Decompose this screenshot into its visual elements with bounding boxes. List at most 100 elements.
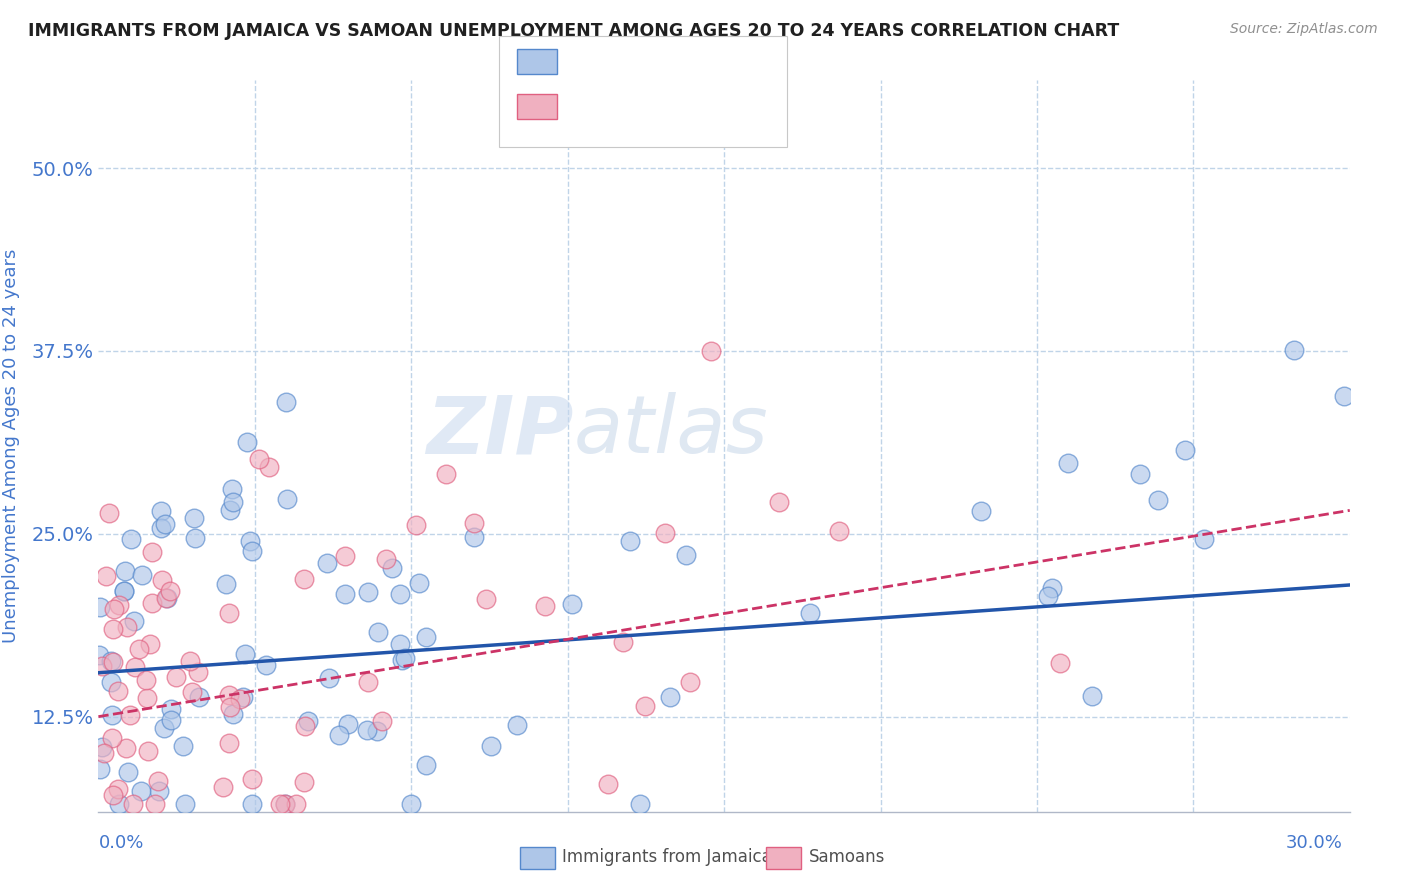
Text: 0.0%: 0.0%	[98, 834, 143, 852]
Text: 66: 66	[697, 97, 723, 115]
Point	[108, 598, 131, 612]
Text: atlas: atlas	[574, 392, 769, 470]
Point	[297, 714, 319, 728]
Point	[172, 739, 194, 753]
Point	[389, 637, 412, 651]
Point	[160, 702, 183, 716]
Point	[221, 494, 243, 508]
Point	[1040, 582, 1063, 596]
Point	[240, 772, 263, 786]
Point	[675, 549, 697, 563]
Point	[678, 675, 700, 690]
Point	[328, 728, 350, 742]
Point	[436, 467, 458, 481]
Point	[389, 587, 412, 601]
Point	[408, 576, 430, 591]
Text: 0.440: 0.440	[602, 97, 658, 115]
Point	[505, 718, 527, 732]
Point	[150, 573, 173, 587]
Y-axis label: Unemployment Among Ages 20 to 24 years: Unemployment Among Ages 20 to 24 years	[3, 249, 20, 643]
Point	[112, 583, 135, 598]
Point	[91, 740, 114, 755]
Point	[222, 706, 245, 721]
Point	[1284, 343, 1306, 357]
Point	[218, 737, 240, 751]
Point	[148, 784, 170, 798]
Point	[659, 690, 682, 704]
Point	[269, 797, 291, 812]
Point	[405, 518, 427, 533]
Point	[292, 572, 315, 586]
Point	[112, 584, 135, 599]
Point	[174, 797, 197, 812]
Point	[475, 592, 498, 607]
Point	[150, 504, 173, 518]
Point	[100, 675, 122, 690]
Point	[1049, 656, 1071, 670]
Point	[103, 601, 125, 615]
Point	[117, 765, 139, 780]
Text: ZIP: ZIP	[426, 392, 574, 470]
Point	[1173, 443, 1195, 458]
Point	[333, 549, 356, 563]
Point	[1129, 467, 1152, 481]
Text: Immigrants from Jamaica: Immigrants from Jamaica	[562, 848, 772, 866]
Point	[828, 524, 851, 538]
Text: R =: R =	[565, 97, 605, 115]
Point	[292, 775, 315, 789]
Point	[87, 648, 110, 663]
Point	[236, 434, 259, 449]
Point	[155, 591, 177, 605]
Point	[124, 614, 146, 628]
Point	[259, 460, 281, 475]
Point	[612, 635, 634, 649]
Point	[357, 675, 380, 690]
Point	[239, 534, 262, 549]
Text: N =: N =	[661, 97, 700, 115]
Point	[357, 584, 380, 599]
Point	[148, 774, 170, 789]
Point	[1057, 456, 1080, 470]
Point	[399, 797, 422, 812]
Point	[128, 641, 150, 656]
Point	[107, 684, 129, 698]
Point	[1036, 590, 1059, 604]
Point	[700, 344, 723, 359]
Point	[799, 606, 821, 620]
Point	[768, 495, 790, 509]
Point	[159, 583, 181, 598]
Point	[129, 784, 152, 798]
Point	[294, 719, 316, 733]
Point	[415, 630, 437, 644]
Point	[141, 544, 163, 558]
Point	[93, 746, 115, 760]
Point	[318, 672, 340, 686]
Point	[367, 625, 389, 640]
Point	[654, 525, 676, 540]
Text: Source: ZipAtlas.com: Source: ZipAtlas.com	[1230, 22, 1378, 37]
Point	[107, 782, 129, 797]
Point	[149, 520, 172, 534]
Point	[534, 599, 557, 613]
Point	[415, 757, 437, 772]
Point	[103, 655, 125, 669]
Point	[181, 685, 204, 699]
Point	[633, 699, 655, 714]
Point	[366, 723, 388, 738]
Point	[131, 567, 153, 582]
Point	[1147, 493, 1170, 508]
Point	[94, 568, 117, 582]
Point	[101, 731, 124, 746]
Point	[228, 691, 250, 706]
Point	[156, 591, 179, 606]
Text: 0.262: 0.262	[602, 53, 658, 70]
Point	[1333, 389, 1355, 403]
Point	[136, 690, 159, 705]
Point	[160, 713, 183, 727]
Point	[274, 395, 297, 409]
Point	[101, 622, 124, 636]
Text: IMMIGRANTS FROM JAMAICA VS SAMOAN UNEMPLOYMENT AMONG AGES 20 TO 24 YEARS CORRELA: IMMIGRANTS FROM JAMAICA VS SAMOAN UNEMPL…	[28, 22, 1119, 40]
Point	[276, 492, 298, 507]
Point	[336, 717, 359, 731]
Text: Samoans: Samoans	[808, 848, 884, 866]
